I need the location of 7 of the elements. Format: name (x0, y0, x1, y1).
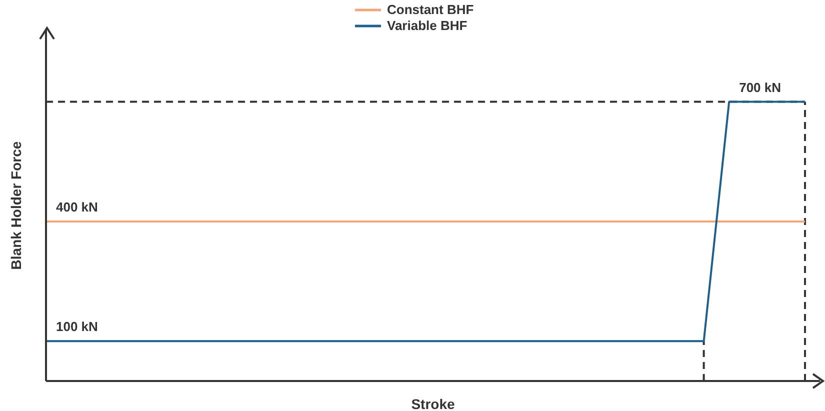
data-label: 700 kN (739, 80, 782, 95)
data-label: 400 kN (56, 199, 98, 214)
y-axis-title: Blank Holder Force (8, 141, 24, 270)
x-axis-title: Stroke (411, 396, 455, 411)
data-label: 100 kN (56, 319, 98, 334)
legend-label: Variable BHF (387, 18, 468, 34)
legend-label: Constant BHF (387, 2, 474, 18)
